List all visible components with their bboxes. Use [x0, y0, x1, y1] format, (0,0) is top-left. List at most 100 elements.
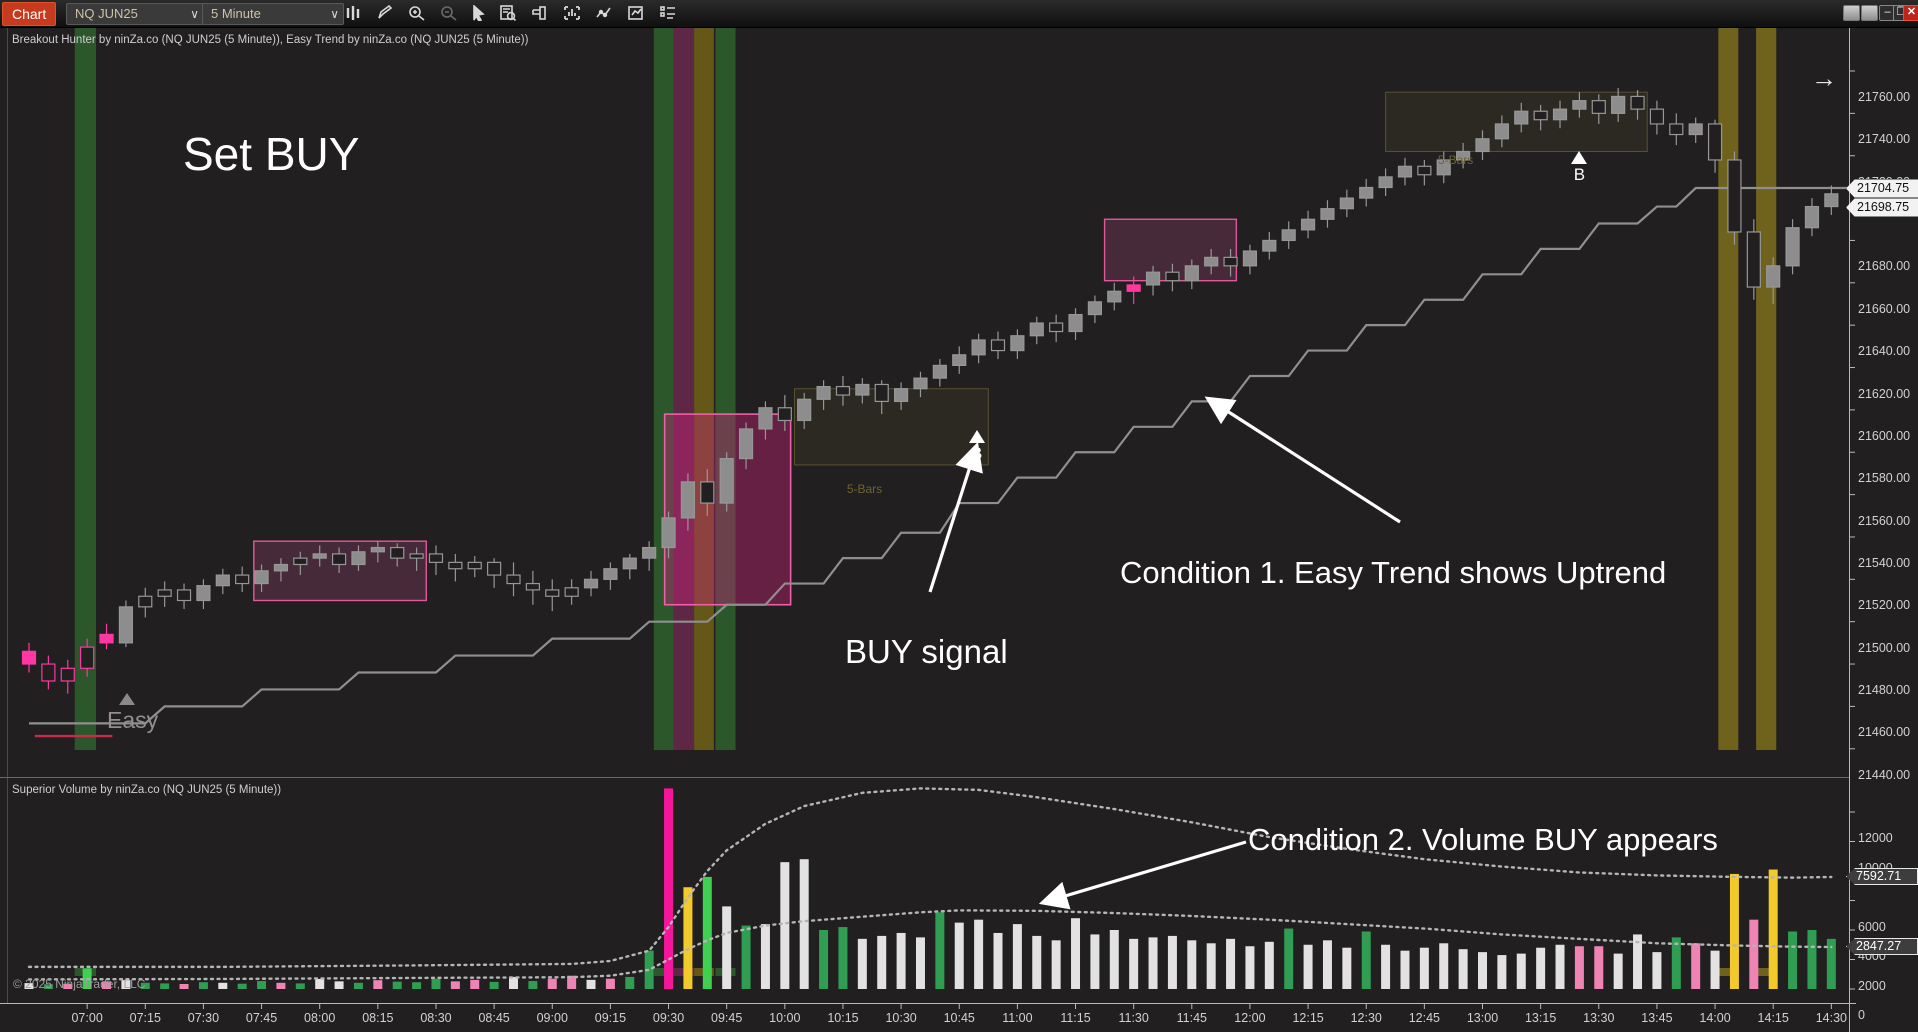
price-tag-easy-trend: 21704.75 — [1846, 179, 1918, 198]
candle-body — [622, 557, 637, 570]
volume-bar — [179, 983, 189, 989]
chevron-down-icon: ∨ — [190, 7, 199, 21]
candle-body — [700, 481, 715, 504]
time-axis-label: 07:00 — [71, 1011, 103, 1025]
price-axis-label: 21520.00 — [1858, 598, 1911, 613]
volume-bar — [1613, 953, 1623, 989]
candle-body — [680, 481, 696, 519]
candle-body — [1669, 123, 1684, 136]
candle-body — [1107, 290, 1122, 303]
candle-body — [1766, 265, 1781, 288]
scroll-right-arrow-icon[interactable]: → — [1811, 63, 1837, 93]
chart-trader-icon[interactable] — [559, 2, 585, 24]
candle-body — [487, 561, 502, 576]
candle-body — [990, 339, 1006, 352]
candle-body — [1533, 110, 1548, 121]
candle-body — [60, 667, 75, 682]
candle-body — [1514, 110, 1529, 125]
alerts-icon[interactable] — [527, 2, 553, 24]
volume-bar — [1245, 946, 1255, 989]
time-axis-label: 13:30 — [1583, 1011, 1615, 1025]
time-axis-label: 08:15 — [362, 1011, 394, 1025]
volume-tag-upper-ma: 7592.71 — [1846, 868, 1918, 885]
candle-body — [1417, 165, 1432, 176]
time-axis-label: 11:00 — [1002, 1011, 1033, 1025]
candle-body — [1204, 256, 1219, 267]
volume-bar — [1594, 946, 1604, 989]
buy-triangle-icon — [968, 430, 985, 444]
candle-body — [1087, 301, 1103, 316]
price-axis-label: 21500.00 — [1858, 640, 1911, 655]
candle-body — [1165, 271, 1180, 282]
time-axis-label: 14:15 — [1757, 1011, 1789, 1025]
candle-body — [952, 354, 967, 367]
buy-marker: B — [1564, 150, 1594, 185]
volume-bar — [1264, 941, 1274, 989]
properties-icon[interactable] — [623, 2, 649, 24]
candle-body — [118, 606, 134, 644]
volume-bar — [198, 982, 208, 989]
buy-signal-arrow — [928, 441, 983, 593]
volume-bar — [1536, 947, 1546, 989]
volume-bar — [1012, 924, 1022, 989]
close-button[interactable]: ✕ — [1903, 5, 1918, 21]
volume-bar — [43, 984, 53, 989]
price-axis-label: 21460.00 — [1858, 725, 1911, 740]
volume-bar — [257, 981, 267, 989]
cursor-icon[interactable] — [465, 2, 491, 24]
price-axis-label: 21440.00 — [1858, 767, 1911, 782]
volume-bar — [1090, 934, 1100, 989]
volume-bar — [334, 981, 344, 989]
volume-bar — [1148, 937, 1158, 989]
volume-bar — [315, 978, 325, 989]
candle-body — [293, 557, 308, 566]
volume-bar — [1032, 935, 1042, 989]
candle-body — [331, 553, 347, 566]
zoom-in-icon[interactable] — [404, 2, 430, 24]
candle-body — [1494, 123, 1509, 140]
plot-svg[interactable] — [0, 27, 1918, 1032]
indicators-icon[interactable] — [591, 2, 617, 24]
candle-body — [893, 388, 909, 403]
candle-body — [1475, 138, 1490, 153]
candle-body — [41, 663, 56, 682]
volume-bar — [1284, 928, 1294, 989]
volume-bar — [1826, 938, 1836, 989]
volume-bar — [63, 983, 73, 989]
panel-divider[interactable] — [0, 777, 1849, 778]
instrument-list-icon[interactable] — [655, 2, 681, 24]
candle-body — [1397, 165, 1413, 178]
chart-canvas[interactable]: Breakout Hunter by ninZa.co (NQ JUN25 (5… — [0, 27, 1918, 1032]
window-titlebar[interactable]: Chart NQ JUN25 ∨ 5 Minute ∨ — [0, 0, 1918, 28]
time-axis-label: 10:45 — [943, 1011, 975, 1025]
interval-dropdown[interactable]: 5 Minute ∨ — [202, 3, 344, 25]
candle-body — [855, 383, 870, 396]
chart-style-icon[interactable] — [340, 2, 366, 24]
condition1-annotation: Condition 1. Easy Trend shows Uptrend — [1120, 555, 1667, 590]
data-box-icon[interactable] — [495, 2, 521, 24]
candle-body — [351, 551, 366, 566]
volume-bar — [819, 930, 829, 989]
easy-trend-label-group: Easy — [107, 693, 158, 734]
draw-pencil-icon[interactable] — [372, 2, 398, 24]
instrument-dropdown[interactable]: NQ JUN25 ∨ — [66, 3, 204, 25]
zoom-out-icon[interactable] — [436, 2, 462, 24]
candle-body — [176, 589, 192, 602]
candle-body — [1649, 108, 1665, 125]
volume-bar — [1652, 952, 1662, 989]
buy-triangle-icon — [1571, 150, 1588, 164]
volume-panel-title: Superior Volume by ninZa.co (NQ JUN25 (5… — [12, 784, 282, 796]
minimize-button[interactable]: – — [1879, 5, 1896, 21]
volume-axis-label: 2000 — [1858, 978, 1886, 993]
candle-body — [1572, 100, 1587, 110]
time-axis-label: 09:45 — [711, 1011, 743, 1025]
window-button-1[interactable] — [1843, 5, 1860, 21]
volume-bar — [140, 982, 150, 989]
time-axis-label: 07:45 — [245, 1011, 278, 1025]
indicator-title: Breakout Hunter by ninZa.co (NQ JUN25 (5… — [12, 34, 529, 46]
window-button-2[interactable] — [1861, 5, 1878, 21]
breakout-box-pink — [1103, 218, 1238, 282]
chart-tab[interactable]: Chart — [2, 2, 57, 26]
volume-bar — [586, 979, 596, 989]
time-axis-label: 13:45 — [1641, 1011, 1673, 1025]
